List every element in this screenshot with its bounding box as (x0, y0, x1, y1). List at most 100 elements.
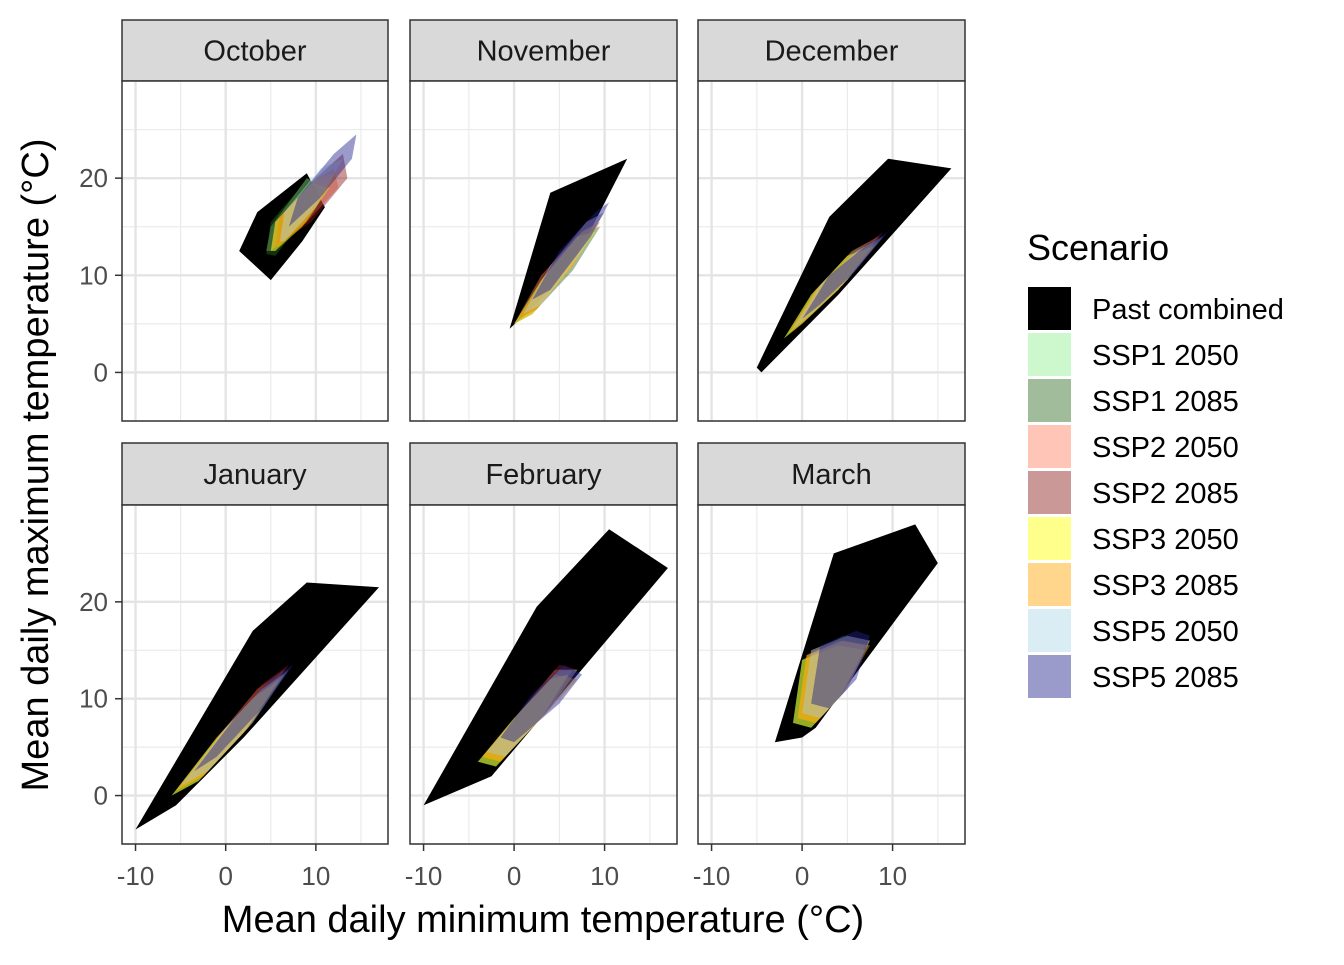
legend-key (1028, 517, 1071, 560)
hull-ssp5-2050 (793, 236, 884, 329)
hull-ssp3-2050 (477, 674, 569, 767)
legend-key (1028, 379, 1071, 422)
facet-panel-october: October 0 10 20 (79, 19, 389, 422)
panel-border (409, 504, 678, 845)
legend-label: SSP3 2085 (1092, 570, 1239, 602)
facet-strip-label: December (765, 36, 899, 68)
facet-strip (409, 442, 678, 506)
hull-ssp5-2085 (500, 664, 582, 743)
series-layer (509, 158, 628, 329)
panel-border (121, 80, 389, 422)
legend-key (1028, 333, 1071, 376)
hull-past-combined (423, 529, 668, 806)
hull-ssp1-2085 (266, 180, 325, 256)
legend-title: Scenario (1027, 227, 1169, 268)
legend-key (1028, 563, 1071, 606)
y-tick-label: 0 (94, 357, 108, 387)
facet-strip (697, 19, 966, 82)
x-tick-label: 0 (507, 861, 521, 891)
legend-key (1028, 425, 1071, 468)
legend-entry: SSP1 2050 (1028, 333, 1239, 376)
hull-ssp2-2085 (275, 153, 348, 247)
hull-ssp5-2050 (523, 212, 605, 315)
hull-ssp3-2050 (514, 231, 596, 324)
series-layer (756, 158, 952, 373)
hull-ssp1-2085 (176, 674, 285, 791)
panel-border (697, 504, 966, 845)
legend-key-bg (1028, 333, 1071, 376)
hull-ssp2-2085 (802, 635, 870, 719)
facet-strip (121, 442, 389, 506)
series-layer (135, 582, 379, 830)
hull-ssp2-2050 (176, 669, 285, 791)
x-tick-label: 10 (301, 861, 330, 891)
facet-strip-label: October (203, 36, 306, 68)
legend-entry: SSP5 2050 (1028, 609, 1239, 652)
legend-entry: Past combined (1028, 287, 1284, 330)
y-axis-label: Mean daily maximum temperature (°C) (15, 139, 57, 792)
legend-label: SSP1 2050 (1092, 340, 1239, 372)
hull-ssp5-2050 (802, 635, 870, 719)
legend-label: SSP3 2050 (1092, 524, 1239, 556)
hull-ssp1-2050 (784, 241, 875, 339)
hull-ssp2-2050 (270, 168, 339, 251)
hull-past-combined (239, 173, 325, 281)
legend-key-bg (1028, 517, 1071, 560)
hull-ssp1-2050 (477, 674, 569, 767)
hull-past-combined (774, 524, 938, 743)
hull-ssp3-2050 (784, 246, 875, 339)
hull-ssp3-2050 (171, 679, 280, 796)
legend-key (1028, 287, 1071, 330)
x-axis-label: Mean daily minimum temperature (°C) (222, 899, 864, 941)
legend-key-bg (1028, 425, 1071, 468)
x-tick-label: 10 (590, 861, 619, 891)
hull-ssp2-2050 (788, 236, 879, 334)
legend: Scenario Past combined SSP1 2050 SSP1 2085… (1027, 227, 1284, 698)
legend-key-bg (1028, 471, 1071, 514)
hull-ssp5-2050 (486, 669, 578, 757)
legend-key (1028, 609, 1071, 652)
facet-panel-december: December (697, 19, 966, 422)
hull-ssp3-2050 (793, 645, 866, 728)
hull-ssp5-2085 (194, 664, 294, 772)
hull-ssp2-2050 (514, 221, 601, 324)
y-tick-label: 10 (79, 260, 108, 290)
hull-past-combined (509, 158, 628, 329)
hull-ssp3-2085 (788, 241, 879, 334)
hull-ssp5-2085 (532, 202, 610, 300)
panel-border (409, 80, 678, 422)
hull-ssp1-2050 (514, 231, 596, 324)
hull-ssp5-2050 (180, 669, 289, 786)
panel-border (697, 80, 966, 422)
legend-entry: SSP5 2085 (1028, 655, 1239, 698)
facet-panel-february: February -10 0 10 (405, 442, 678, 891)
legend-label: SSP5 2085 (1092, 662, 1239, 694)
hull-ssp3-2085 (518, 221, 601, 319)
hull-ssp3-2050 (270, 183, 330, 251)
series-layer (423, 529, 668, 806)
legend-entry: SSP3 2050 (1028, 517, 1239, 560)
panel-border (121, 504, 389, 845)
legend-entry: SSP1 2085 (1028, 379, 1239, 422)
hull-past-combined (135, 582, 379, 830)
hull-ssp3-2085 (275, 173, 339, 247)
hull-ssp1-2085 (482, 669, 573, 762)
hull-ssp5-2050 (279, 158, 343, 242)
y-tick-label: 20 (79, 587, 108, 617)
hull-ssp3-2085 (482, 674, 578, 762)
hull-ssp1-2085 (788, 236, 879, 334)
facet-strip-label: November (477, 36, 611, 68)
legend-label: SSP5 2050 (1092, 616, 1239, 648)
hull-ssp2-2085 (518, 212, 605, 319)
x-tick-label: -10 (693, 861, 731, 891)
legend-key-bg (1028, 655, 1071, 698)
y-tick-label: 0 (94, 781, 108, 811)
hull-ssp2-2085 (793, 231, 884, 329)
legend-entry: SSP3 2085 (1028, 563, 1239, 606)
x-tick-label: -10 (405, 861, 443, 891)
facet-panel-november: November (409, 19, 678, 422)
facet-strip-label: January (203, 459, 307, 491)
legend-label: SSP1 2085 (1092, 386, 1239, 418)
hull-past-combined (756, 158, 952, 373)
